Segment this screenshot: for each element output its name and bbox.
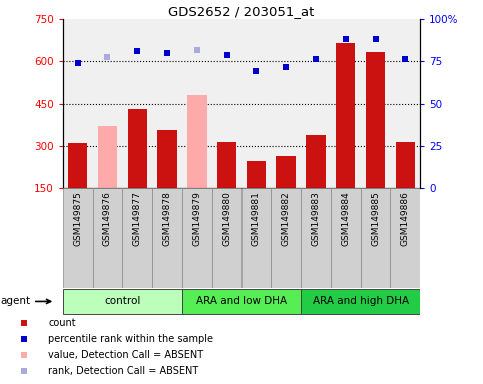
Point [282,63,290,70]
Text: percentile rank within the sample: percentile rank within the sample [48,334,213,344]
Bar [152,188,182,288]
Bar [301,188,331,288]
Text: GSM149880: GSM149880 [222,191,231,246]
Text: GSM149879: GSM149879 [192,191,201,246]
Bar [217,142,236,230]
Bar [157,131,177,230]
Bar [390,188,420,288]
Bar [396,142,415,230]
Point [193,47,201,53]
Point [20,320,28,326]
Point [372,36,380,42]
Bar [122,188,152,288]
Bar [301,290,420,313]
Text: GSM149882: GSM149882 [282,191,291,246]
Text: GSM149877: GSM149877 [133,191,142,246]
Bar [366,51,385,230]
Point [104,54,112,60]
Bar [276,156,296,230]
Text: ARA and low DHA: ARA and low DHA [196,296,287,306]
Bar [182,290,301,313]
Text: GSM149878: GSM149878 [163,191,171,246]
Bar [182,188,212,288]
Bar [128,109,147,230]
Text: GSM149881: GSM149881 [252,191,261,246]
Point [401,56,409,62]
Bar [68,143,87,230]
Text: control: control [104,296,141,306]
Point [223,52,230,58]
Bar [336,43,355,230]
Text: rank, Detection Call = ABSENT: rank, Detection Call = ABSENT [48,366,199,376]
Text: GSM149875: GSM149875 [73,191,82,246]
Text: GSM149884: GSM149884 [341,191,350,246]
Text: GSM149883: GSM149883 [312,191,320,246]
Title: GDS2652 / 203051_at: GDS2652 / 203051_at [168,5,315,18]
Point [20,336,28,342]
Point [163,50,171,56]
Text: GSM149876: GSM149876 [103,191,112,246]
Text: agent: agent [0,296,51,306]
Point [342,36,350,42]
Point [20,352,28,358]
Point [133,48,141,54]
Bar [247,161,266,230]
Bar [361,188,390,288]
Text: GSM149885: GSM149885 [371,191,380,246]
Bar [242,188,271,288]
Point [74,60,82,66]
Bar [187,95,207,230]
Bar [331,188,361,288]
Bar [306,135,326,230]
Text: count: count [48,318,76,328]
Text: ARA and high DHA: ARA and high DHA [313,296,409,306]
Point [312,56,320,62]
Bar [63,188,93,288]
Text: GSM149886: GSM149886 [401,191,410,246]
Bar [212,188,242,288]
Point [20,368,28,374]
Bar [271,188,301,288]
Point [253,68,260,74]
Bar [63,290,182,313]
Bar [93,188,122,288]
Bar [98,126,117,230]
Text: value, Detection Call = ABSENT: value, Detection Call = ABSENT [48,350,203,360]
